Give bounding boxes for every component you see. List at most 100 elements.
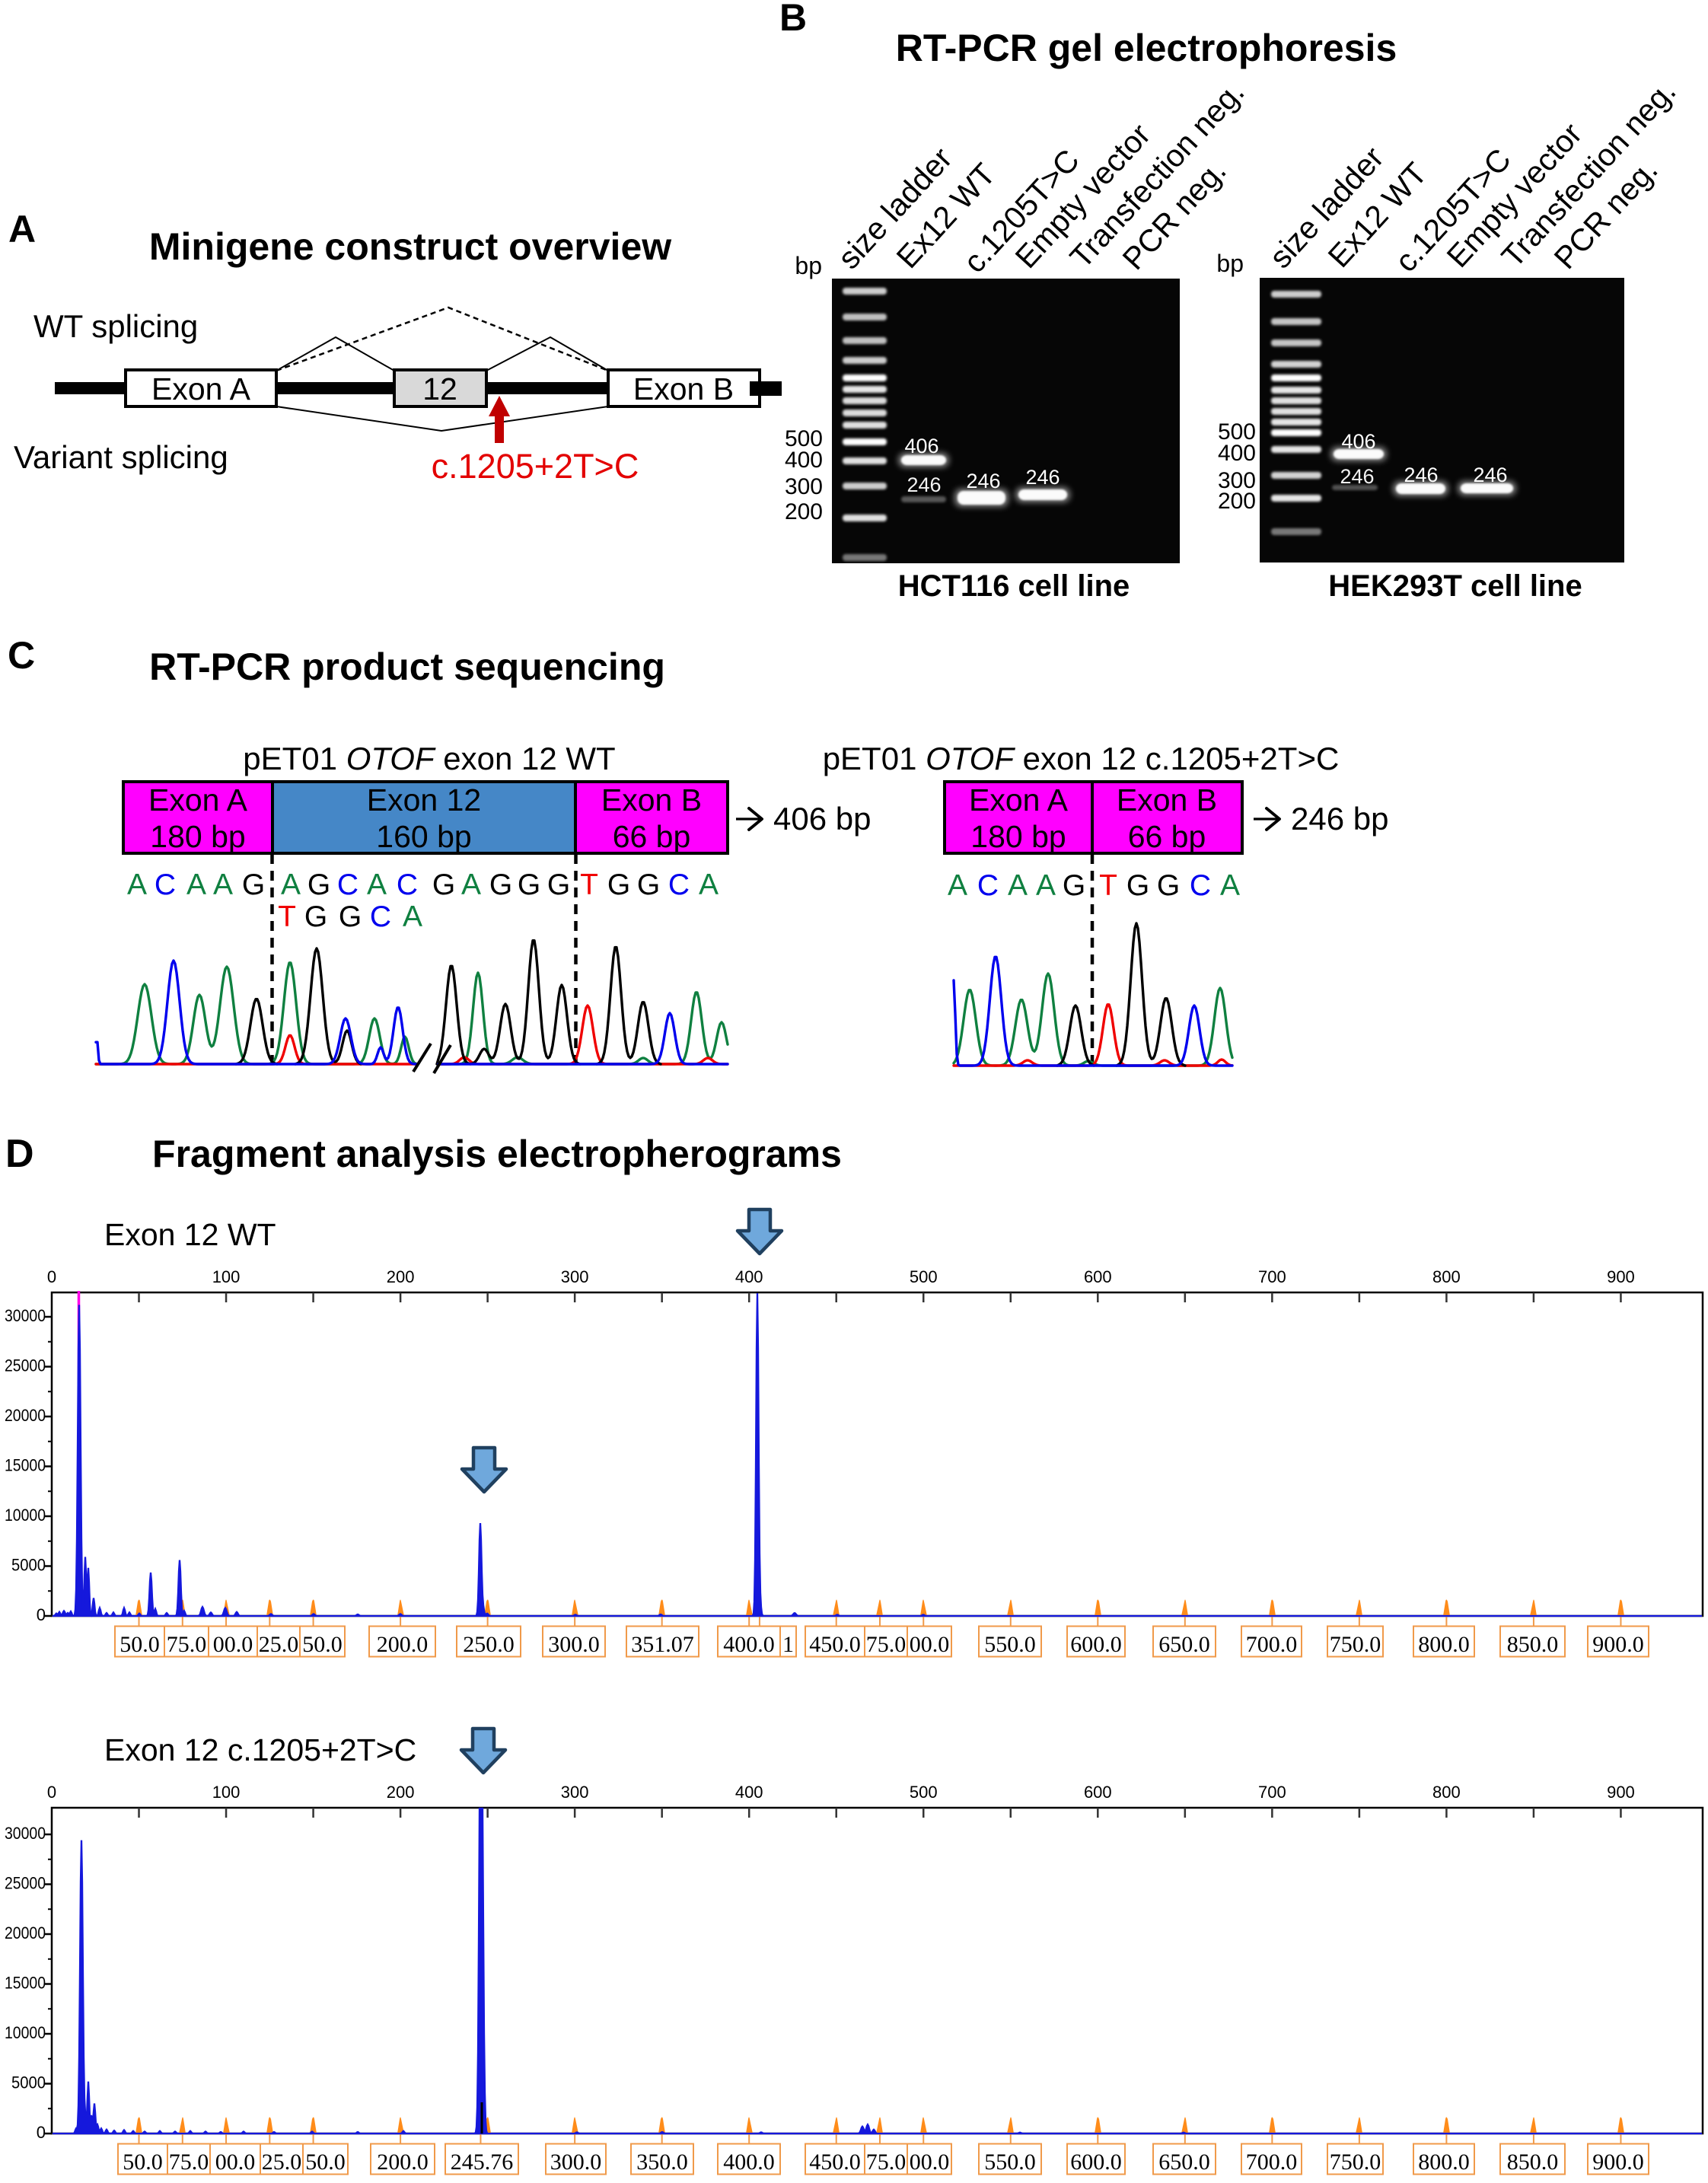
svg-text:800: 800 (1432, 1783, 1461, 1802)
svg-text:A: A (1036, 869, 1056, 902)
svg-text:Exon B: Exon B (633, 371, 734, 406)
svg-text:900.0: 900.0 (1592, 1632, 1644, 1657)
svg-text:25000: 25000 (5, 1874, 46, 1893)
svg-text:A: A (1220, 869, 1240, 902)
svg-text:180 bp: 180 bp (150, 819, 245, 854)
svg-text:850.0: 850.0 (1507, 2150, 1559, 2175)
svg-text:G: G (547, 868, 570, 901)
svg-text:500: 500 (910, 1267, 938, 1286)
svg-text:G: G (304, 900, 327, 933)
svg-text:600.0: 600.0 (1070, 1632, 1122, 1657)
svg-text:5000: 5000 (11, 1556, 46, 1575)
svg-text:C: C (337, 868, 358, 901)
svg-text:G: G (242, 868, 265, 901)
svg-text:A: A (367, 868, 387, 901)
svg-text:300.0: 300.0 (548, 1632, 600, 1657)
svg-text:Exon 12 WT: Exon 12 WT (104, 1217, 276, 1252)
svg-text:351.07: 351.07 (631, 1632, 694, 1657)
svg-text:00.0: 00.0 (215, 2150, 256, 2175)
svg-text:Exon 12 c.1205+2T>C: Exon 12 c.1205+2T>C (104, 1732, 416, 1767)
svg-text:0: 0 (37, 1605, 46, 1624)
svg-text:300: 300 (785, 474, 823, 499)
svg-text:700.0: 700.0 (1246, 1632, 1298, 1657)
svg-text:bp: bp (1216, 250, 1244, 277)
svg-text:Fragment analysis electrophero: Fragment analysis electropherograms (152, 1133, 842, 1175)
svg-text:A: A (1008, 869, 1028, 902)
svg-text:Exon A: Exon A (151, 371, 251, 406)
svg-text:G: G (1126, 869, 1149, 902)
svg-text:25.0: 25.0 (262, 2150, 302, 2175)
svg-text:246: 246 (1025, 466, 1060, 489)
svg-text:450.0: 450.0 (809, 1632, 861, 1657)
svg-text:20000: 20000 (5, 1406, 46, 1425)
svg-text:75.0: 75.0 (866, 2150, 907, 2175)
svg-text:650.0: 650.0 (1158, 1632, 1210, 1657)
svg-text:246: 246 (1340, 465, 1374, 488)
svg-text:25000: 25000 (5, 1356, 46, 1375)
svg-text:800.0: 800.0 (1418, 2150, 1470, 2175)
svg-text:12: 12 (422, 371, 457, 406)
svg-text:A: A (186, 868, 206, 901)
svg-text:0: 0 (47, 1783, 56, 1802)
svg-text:15000: 15000 (5, 1974, 46, 1993)
svg-text:200: 200 (1218, 489, 1256, 514)
svg-text:T: T (1099, 869, 1117, 902)
svg-text:250.0: 250.0 (463, 1632, 515, 1657)
svg-text:50.0: 50.0 (119, 1632, 160, 1657)
svg-text:700: 700 (1258, 1267, 1286, 1286)
svg-text:G: G (489, 868, 512, 901)
svg-text:50.0: 50.0 (302, 1632, 343, 1657)
svg-text:C: C (370, 900, 391, 933)
svg-text:A: A (699, 868, 719, 901)
svg-text:Exon A: Exon A (969, 782, 1069, 817)
svg-text:C: C (1190, 869, 1211, 902)
svg-text:WT splicing: WT splicing (33, 308, 198, 344)
svg-text:900: 900 (1607, 1783, 1635, 1802)
svg-text:750.0: 750.0 (1330, 1632, 1381, 1657)
svg-text:500: 500 (910, 1783, 938, 1802)
svg-text:400.0: 400.0 (723, 2150, 775, 2175)
svg-text:C: C (668, 868, 690, 901)
svg-text:C: C (8, 634, 35, 677)
svg-text:A: A (281, 868, 301, 901)
svg-text:1: 1 (782, 1632, 794, 1657)
svg-text:c.1205+2T>C: c.1205+2T>C (432, 447, 639, 486)
svg-text:550.0: 550.0 (984, 1632, 1036, 1657)
svg-text:160 bp: 160 bp (376, 819, 471, 854)
svg-text:900.0: 900.0 (1592, 2150, 1644, 2175)
svg-text:0: 0 (47, 1267, 56, 1286)
svg-text:G: G (607, 868, 630, 901)
svg-text:G: G (308, 868, 330, 901)
svg-text:75.0: 75.0 (866, 1632, 907, 1657)
svg-text:200: 200 (785, 499, 823, 524)
svg-text:600: 600 (1084, 1783, 1112, 1802)
svg-text:550.0: 550.0 (984, 2150, 1036, 2175)
svg-text:RT-PCR gel electrophoresis: RT-PCR gel electrophoresis (896, 27, 1397, 69)
svg-text:00.0: 00.0 (910, 2150, 950, 2175)
svg-text:200: 200 (387, 1267, 415, 1286)
svg-text:400: 400 (735, 1267, 763, 1286)
svg-text:300: 300 (561, 1783, 589, 1802)
svg-text:200.0: 200.0 (377, 1632, 429, 1657)
svg-text:100: 100 (212, 1267, 241, 1286)
svg-text:A: A (8, 208, 36, 250)
svg-text:5000: 5000 (11, 2073, 46, 2092)
svg-text:600: 600 (1084, 1267, 1112, 1286)
svg-text:66 bp: 66 bp (1128, 819, 1206, 854)
svg-text:Exon B: Exon B (601, 782, 702, 817)
svg-text:300.0: 300.0 (550, 2150, 602, 2175)
svg-text:A: A (403, 900, 422, 933)
svg-text:30000: 30000 (5, 1824, 46, 1843)
svg-text:50.0: 50.0 (123, 2150, 163, 2175)
svg-text:D: D (5, 1132, 34, 1176)
svg-text:G: G (518, 868, 540, 901)
svg-text:246: 246 (1404, 464, 1438, 486)
svg-text:C: C (155, 868, 176, 901)
svg-text:Exon A: Exon A (148, 782, 248, 817)
svg-text:245.76: 245.76 (451, 2150, 514, 2175)
svg-text:400: 400 (785, 448, 823, 473)
svg-text:T: T (580, 868, 598, 901)
svg-text:B: B (779, 0, 807, 39)
svg-text:RT-PCR product sequencing: RT-PCR product sequencing (149, 645, 665, 688)
svg-text:G: G (432, 868, 455, 901)
